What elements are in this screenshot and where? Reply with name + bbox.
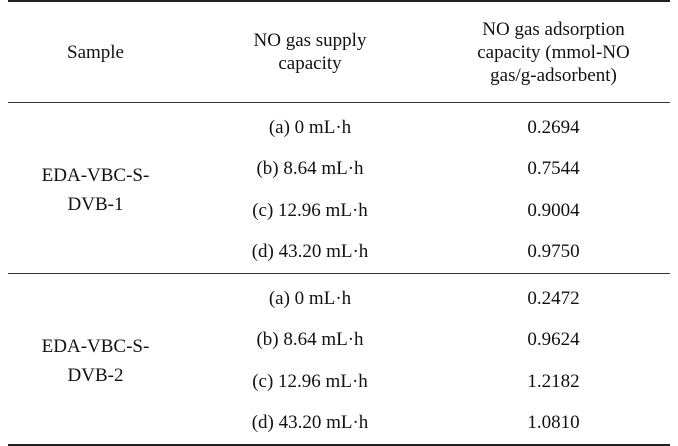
capacity-cell: 0.9750 [437,231,670,274]
sample-name-line-1: EDA-VBC-S- [41,336,150,357]
supply-cell: (b) 8.64 mL·h [256,329,364,351]
table-row: (b) 8.64 mL·h 0.9624 [8,320,670,362]
capacity-cell: 0.9624 [527,329,580,351]
supply-cell: (c) 12.96 mL·h [252,199,368,221]
header-supply: NO gas supply capacity [183,1,437,103]
capacity-cell: 0.9004 [527,199,580,221]
sample-name-cell: EDA-VBC-S- DVB-2 [8,273,183,446]
header-adsorption-line-1: NO gas adsorption [482,18,625,40]
supply-cell: (d) 43.20 mL·h [183,402,437,446]
table-row: EDA-VBC-S- DVB-1 (a) 0 mL·h 0.2694 [8,102,670,274]
header-supply-line-1: NO gas supply [253,30,367,51]
header-adsorption: NO gas adsorption capacity (mmol-NO gas/… [437,1,670,103]
header-sample: Sample [8,1,183,103]
data-table-container: Sample NO gas supply capacity NO gas ads… [8,0,670,446]
supply-cell: (a) 0 mL·h [268,287,352,309]
sample-name-line-2: DVB-1 [67,194,124,215]
table-row: EDA-VBC-S- DVB-2 (a) 0 mL·h 0.2472 [8,273,670,446]
table-row: (c) 12.96 mL·h 0.9004 [8,190,670,232]
capacity-cell: 0.2472 [527,287,580,309]
adsorption-table: Sample NO gas supply capacity NO gas ads… [8,0,670,446]
supply-cell: (c) 12.96 mL·h [252,370,368,392]
header-row: Sample NO gas supply capacity NO gas ads… [8,1,670,103]
capacity-cell: 0.7544 [527,158,580,180]
sample-group-1: EDA-VBC-S- DVB-1 (a) 0 mL·h 0.2694 (b) 8… [8,102,670,274]
supply-cell: (b) 8.64 mL·h [256,158,364,180]
capacity-cell: 1.2182 [527,370,580,392]
sample-name-line-1: EDA-VBC-S- [41,165,150,186]
table-row: (c) 12.96 mL·h 1.2182 [8,361,670,403]
sample-name-cell: EDA-VBC-S- DVB-1 [8,102,183,274]
header-sample-label: Sample [67,41,124,63]
sample-group-2: EDA-VBC-S- DVB-2 (a) 0 mL·h 0.2472 (b) 8… [8,273,670,446]
table-header: Sample NO gas supply capacity NO gas ads… [8,1,670,103]
header-adsorption-line-3: gas/g-adsorbent) [490,64,617,86]
sample-name-line-2: DVB-2 [67,365,124,386]
header-supply-line-2: capacity [278,53,342,74]
table-row: (d) 43.20 mL·h 0.9750 [8,231,670,274]
supply-cell: (a) 0 mL·h [268,116,352,138]
table-row: (b) 8.64 mL·h 0.7544 [8,149,670,191]
header-adsorption-line-2: capacity (mmol-NO [477,41,630,63]
capacity-cell: 0.2694 [527,116,580,138]
supply-cell: (d) 43.20 mL·h [183,231,437,274]
capacity-cell: 1.0810 [437,402,670,446]
